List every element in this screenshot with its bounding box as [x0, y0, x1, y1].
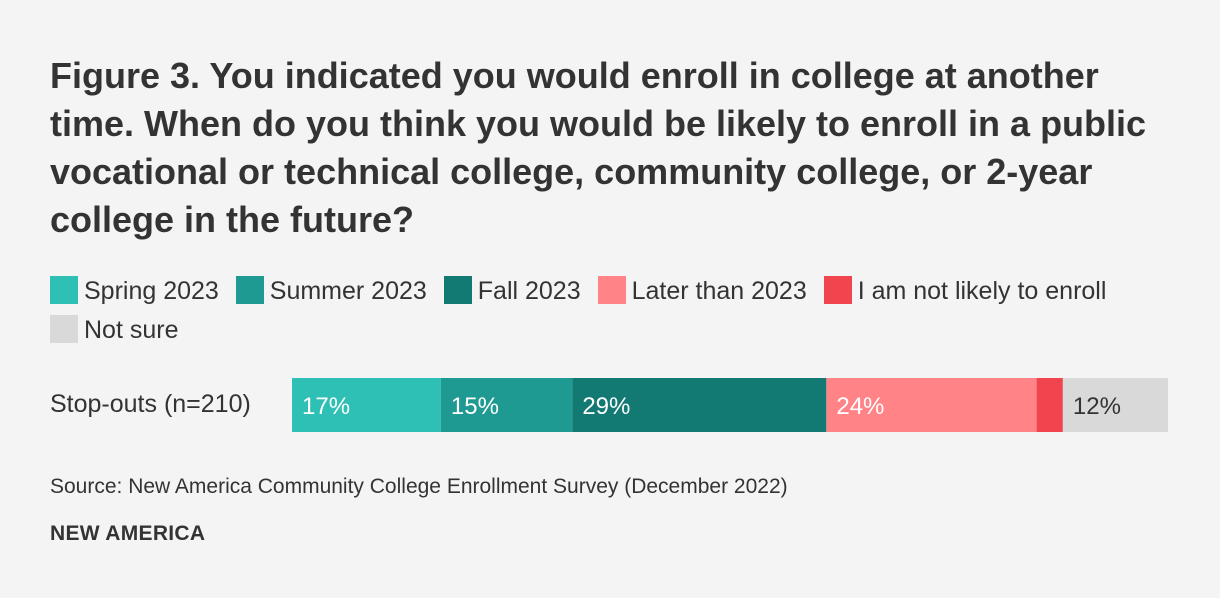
bar-segment [1062, 378, 1168, 432]
category-label: Stop-outs (n=210) [50, 390, 251, 418]
legend-swatch [597, 276, 626, 304]
legend-item: Fall 2023 [443, 276, 581, 305]
legend-swatch [823, 276, 852, 304]
chart-legend: Spring 2023 Summer 2023 Fall 2023 Later … [50, 272, 1180, 350]
bar-segment [1036, 378, 1063, 432]
legend-item: Summer 2023 [235, 276, 427, 305]
data-label: 24% [836, 393, 884, 420]
legend-swatch [50, 315, 78, 343]
bar-segment [292, 378, 441, 432]
chart-title: Figure 3. You indicated you would enroll… [50, 55, 1147, 240]
legend-swatch [50, 276, 78, 304]
data-label: 17% [302, 393, 350, 420]
legend-label: Not sure [84, 316, 179, 344]
data-label: 15% [451, 393, 499, 420]
legend-label: Spring 2023 [84, 277, 219, 305]
stacked-bar: 17% 15% 29% 24% 12% [292, 378, 1168, 432]
data-label: 12% [1073, 393, 1121, 420]
source-note: Source: New America Community College En… [50, 475, 788, 498]
legend-swatch [235, 276, 264, 304]
legend-swatch [443, 276, 472, 304]
legend-label: Summer 2023 [269, 277, 427, 305]
bar-segment [440, 378, 573, 432]
legend-item: I am not likely to enroll [823, 276, 1107, 305]
legend-label: I am not likely to enroll [857, 277, 1107, 305]
legend-item: Not sure [50, 315, 179, 344]
bar-segment [826, 378, 1037, 432]
legend-item: Spring 2023 [50, 276, 219, 305]
legend-label: Later than 2023 [631, 277, 807, 305]
bar-segment [572, 378, 827, 432]
bar-chart-svg: 17% 15% 29% 24% 12% [292, 378, 1168, 432]
data-label: 29% [582, 393, 630, 420]
legend-item: Later than 2023 [597, 276, 807, 305]
legend-label: Fall 2023 [477, 277, 581, 305]
brand-wordmark: NEW AMERICA [50, 522, 206, 545]
